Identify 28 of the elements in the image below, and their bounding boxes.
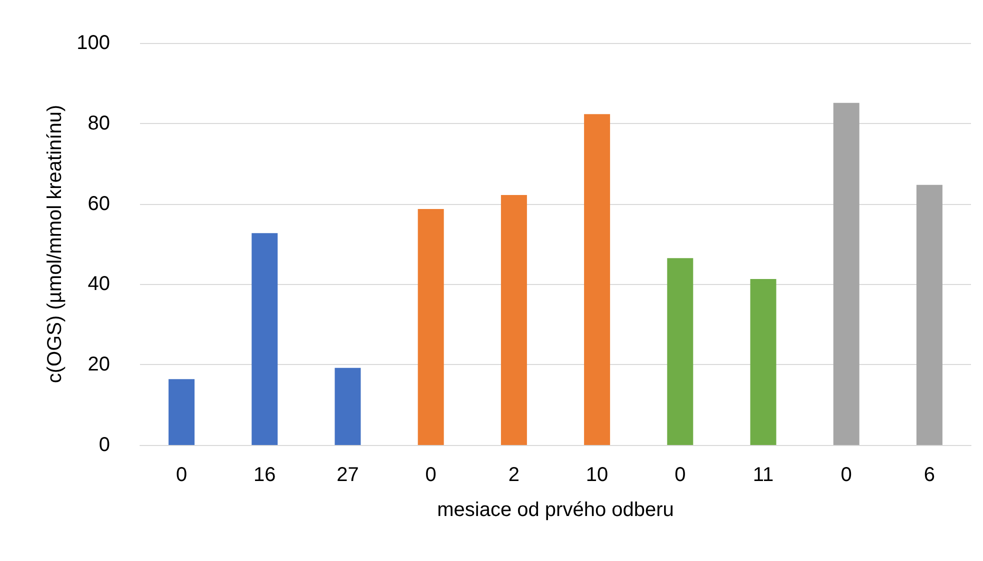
bar	[418, 209, 444, 445]
x-tick-label: 0	[176, 464, 188, 486]
x-axis-title: mesiace od prvého odberu	[437, 499, 674, 521]
x-tick-label: 0	[425, 464, 436, 486]
y-tick-label: 100	[76, 32, 110, 54]
y-tick-label: 80	[88, 112, 110, 134]
x-tick-label: 0	[840, 464, 852, 486]
y-tick-label: 60	[88, 192, 110, 215]
y-tick-label: 0	[98, 434, 110, 456]
y-tick-label: 20	[88, 354, 110, 376]
bar	[750, 278, 776, 445]
x-tick-label: 2	[508, 464, 520, 486]
x-tick-label: 0	[674, 464, 686, 486]
x-tick-label: 11	[752, 464, 774, 486]
x-tick-label: 27	[336, 464, 359, 486]
x-tick-label: 6	[924, 464, 936, 486]
y-axis-title: c(OGS) (µmol/mmol kreatinínu)	[44, 104, 66, 384]
bar	[252, 233, 278, 445]
bar	[667, 258, 694, 445]
bar	[916, 184, 942, 445]
bar	[334, 368, 361, 445]
y-tick-label: 40	[88, 273, 110, 296]
bar	[500, 194, 527, 445]
bar	[168, 379, 195, 445]
bar	[584, 114, 610, 445]
bar	[833, 102, 860, 445]
x-tick-label: 10	[586, 464, 608, 486]
x-tick-label: 16	[254, 464, 276, 486]
